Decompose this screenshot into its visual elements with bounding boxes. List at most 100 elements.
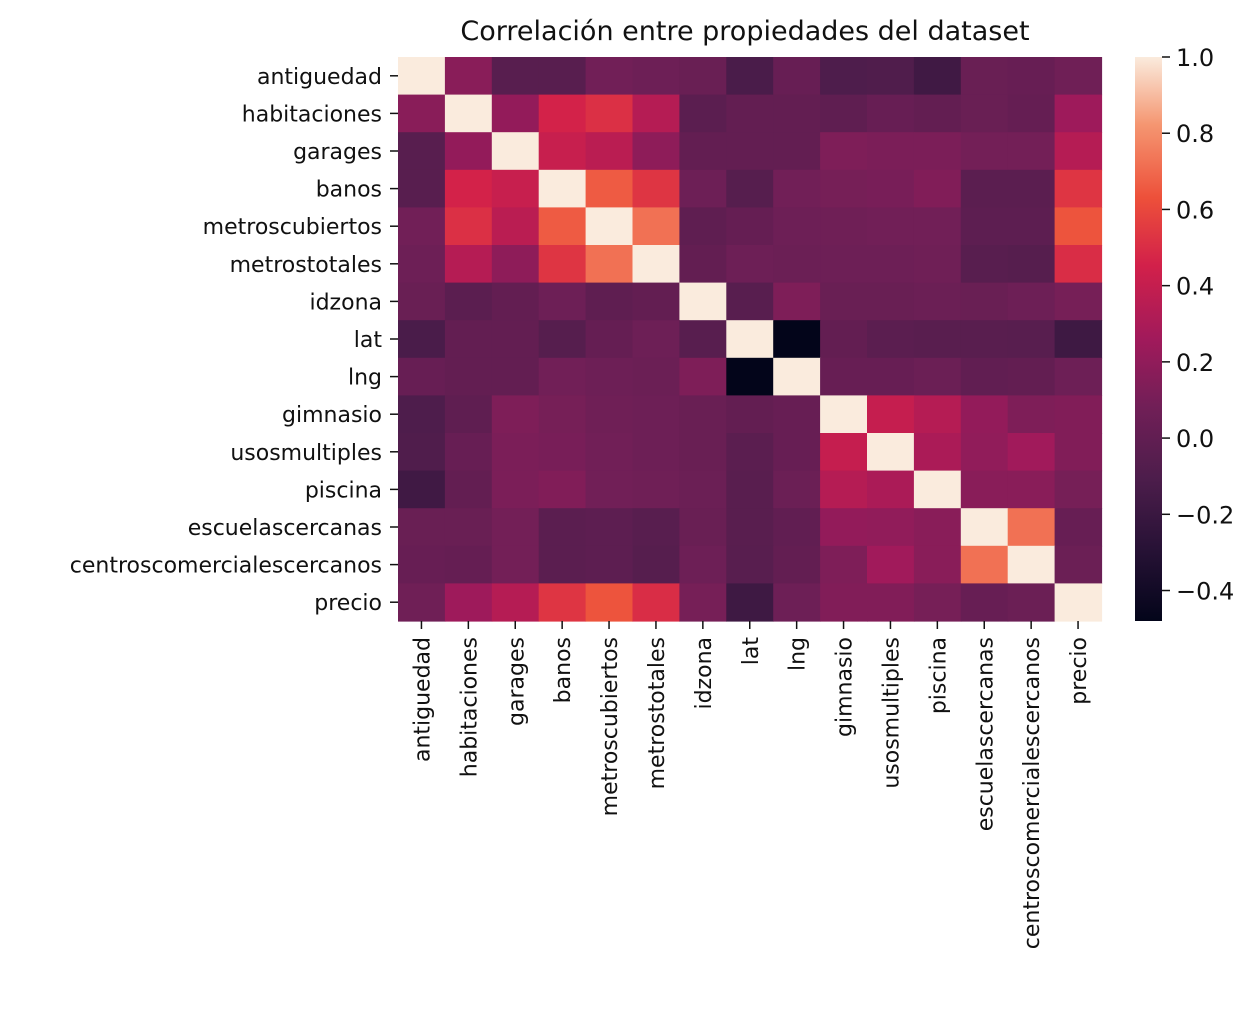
chart-title: Correlación entre propiedades del datase… xyxy=(460,16,1029,47)
y-tick-label: lng xyxy=(348,366,382,391)
y-tick-label: banos xyxy=(316,178,382,203)
heatmap-cell-metrostotales-precio xyxy=(1054,245,1103,284)
heatmap-cell-habitaciones-garages xyxy=(491,94,540,133)
heatmap-cell-idzona-habitaciones xyxy=(444,282,493,321)
heatmap-cell-metroscubiertos-habitaciones xyxy=(444,207,493,246)
heatmap-cell-antiguedad-precio xyxy=(1054,57,1103,96)
x-tick-label: centroscomercialescercanos xyxy=(1020,637,1045,949)
heatmap-cell-antiguedad-banos xyxy=(538,57,587,96)
heatmap-cell-centroscomercialescercanos-escuelascercanas xyxy=(960,545,1009,584)
heatmap-cell-garages-piscina xyxy=(913,132,962,171)
heatmap-cell-lat-escuelascercanas xyxy=(960,320,1009,359)
heatmap-cell-antiguedad-lng xyxy=(773,57,821,96)
heatmap-cell-metrostotales-habitaciones xyxy=(444,245,493,284)
heatmap-cell-lat-lng xyxy=(773,320,821,359)
heatmap-cell-habitaciones-banos xyxy=(538,94,587,133)
heatmap-cell-precio-precio xyxy=(1054,583,1103,622)
heatmap-cell-garages-gimnasio xyxy=(820,132,868,171)
heatmap-cell-usosmultiples-centroscomercialescercanos xyxy=(1007,433,1056,472)
colorbar-tick-label: 0.2 xyxy=(1176,349,1214,377)
heatmap-cell-metroscubiertos-piscina xyxy=(913,207,962,246)
heatmap-cell-lng-piscina xyxy=(913,357,962,396)
heatmap-cell-garages-garages xyxy=(491,132,540,171)
x-tick-label: lng xyxy=(786,637,811,671)
heatmap-cell-antiguedad-garages xyxy=(491,57,540,96)
heatmap-cell-lat-precio xyxy=(1054,320,1103,359)
heatmap-cell-garages-lat xyxy=(726,132,774,171)
heatmap-cell-escuelascercanas-habitaciones xyxy=(444,508,493,547)
x-tick-label: metroscubiertos xyxy=(598,637,623,816)
colorbar: 1.0 0.8 0.6 0.4 0.2 0.0 −0.2 −0.4 xyxy=(1135,44,1234,621)
x-tick-label: metrostotales xyxy=(645,637,670,789)
colorbar-tick-label: 0.4 xyxy=(1176,273,1214,301)
y-tick-label: usosmultiples xyxy=(230,441,382,466)
x-tick-label: usosmultiples xyxy=(879,637,904,789)
heatmap-cell-metroscubiertos-metroscubiertos xyxy=(585,207,634,246)
heatmap-cell-precio-metroscubiertos xyxy=(585,583,634,622)
heatmap-cell-lng-escuelascercanas xyxy=(960,357,1009,396)
colorbar-gradient xyxy=(1135,57,1162,621)
y-tick-label: idzona xyxy=(309,290,382,315)
heatmap-cell-piscina-centroscomercialescercanos xyxy=(1007,470,1056,509)
heatmap-cell-centroscomercialescercanos-idzona xyxy=(679,545,727,584)
heatmap-cell-antiguedad-centroscomercialescercanos xyxy=(1007,57,1056,96)
heatmap-cell-piscina-precio xyxy=(1054,470,1103,509)
heatmap-cell-precio-metrostotales xyxy=(632,583,680,622)
heatmap-cell-habitaciones-metroscubiertos xyxy=(585,94,634,133)
heatmap-cell-habitaciones-centroscomercialescercanos xyxy=(1007,94,1056,133)
colorbar-tick-label: 1.0 xyxy=(1176,44,1214,72)
heatmap-cell-usosmultiples-lng xyxy=(773,433,821,472)
heatmap-cell-piscina-usosmultiples xyxy=(867,470,915,509)
heatmap-cell-centroscomercialescercanos-lng xyxy=(773,545,821,584)
heatmap-cell-garages-metroscubiertos xyxy=(585,132,634,171)
heatmap-cell-gimnasio-escuelascercanas xyxy=(960,395,1009,434)
heatmap-cell-banos-lng xyxy=(773,169,821,208)
heatmap-cell-escuelascercanas-lng xyxy=(773,508,821,547)
heatmap-cell-metroscubiertos-banos xyxy=(538,207,587,246)
heatmap-cell-metrostotales-usosmultiples xyxy=(867,245,915,284)
heatmap-cell-gimnasio-lat xyxy=(726,395,774,434)
heatmap-cell-gimnasio-usosmultiples xyxy=(867,395,915,434)
heatmap-cell-piscina-metroscubiertos xyxy=(585,470,634,509)
heatmap-cell-piscina-lat xyxy=(726,470,774,509)
heatmap-cell-metroscubiertos-lng xyxy=(773,207,821,246)
heatmap-cell-lng-habitaciones xyxy=(444,357,493,396)
heatmap-cell-lng-banos xyxy=(538,357,587,396)
heatmap-cell-banos-centroscomercialescercanos xyxy=(1007,169,1056,208)
heatmap-cell-centroscomercialescercanos-metroscubiertos xyxy=(585,545,634,584)
heatmap-cell-idzona-banos xyxy=(538,282,587,321)
heatmap-cell-garages-banos xyxy=(538,132,587,171)
heatmap-cell-banos-piscina xyxy=(913,169,962,208)
heatmap-cell-usosmultiples-habitaciones xyxy=(444,433,493,472)
heatmap-cell-idzona-usosmultiples xyxy=(867,282,915,321)
x-tick-label: gimnasio xyxy=(833,637,858,737)
heatmap-cell-centroscomercialescercanos-garages xyxy=(491,545,540,584)
heatmap-cell-garages-idzona xyxy=(679,132,727,171)
heatmap-cell-centroscomercialescercanos-banos xyxy=(538,545,587,584)
colorbar-tick-label: −0.2 xyxy=(1176,501,1234,529)
heatmap-cell-metroscubiertos-garages xyxy=(491,207,540,246)
heatmap-cell-metrostotales-gimnasio xyxy=(820,245,868,284)
heatmap-cell-metrostotales-antiguedad xyxy=(398,245,446,284)
heatmap-cell-piscina-lng xyxy=(773,470,821,509)
heatmap-cell-habitaciones-precio xyxy=(1054,94,1103,133)
heatmap-cell-escuelascercanas-idzona xyxy=(679,508,727,547)
heatmap-cell-idzona-centroscomercialescercanos xyxy=(1007,282,1056,321)
heatmap-cell-metrostotales-metrostotales xyxy=(632,245,680,284)
heatmap-cell-idzona-gimnasio xyxy=(820,282,868,321)
heatmap-cell-centroscomercialescercanos-habitaciones xyxy=(444,545,493,584)
heatmap-cell-lat-metrostotales xyxy=(632,320,680,359)
heatmap-cell-escuelascercanas-garages xyxy=(491,508,540,547)
heatmap-cell-precio-lat xyxy=(726,583,774,622)
heatmap-cell-idzona-garages xyxy=(491,282,540,321)
heatmap-cell-metroscubiertos-centroscomercialescercanos xyxy=(1007,207,1056,246)
heatmap-cell-metrostotales-metroscubiertos xyxy=(585,245,634,284)
y-tick-label: gimnasio xyxy=(282,403,382,428)
heatmap-cell-piscina-idzona xyxy=(679,470,727,509)
heatmap-cell-gimnasio-garages xyxy=(491,395,540,434)
heatmap-cell-banos-idzona xyxy=(679,169,727,208)
heatmap-cell-metrostotales-centroscomercialescercanos xyxy=(1007,245,1056,284)
colorbar-tick-label: 0.0 xyxy=(1176,425,1214,453)
heatmap-cell-habitaciones-antiguedad xyxy=(398,94,446,133)
heatmap-cell-gimnasio-precio xyxy=(1054,395,1103,434)
